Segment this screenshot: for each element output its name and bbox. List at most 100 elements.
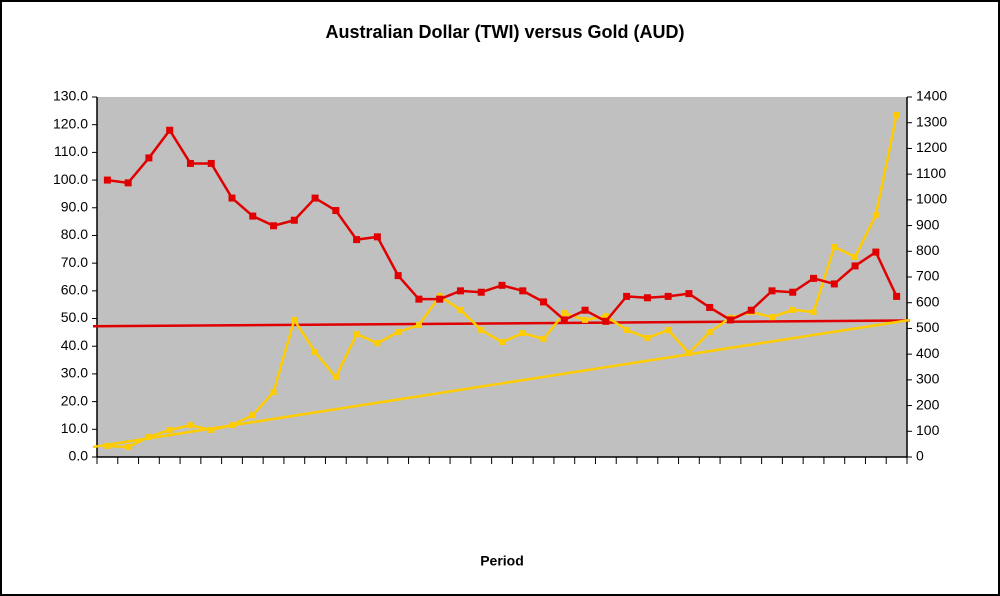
series-marker xyxy=(665,326,672,333)
series-marker xyxy=(644,334,651,341)
y2-tick-label: 800 xyxy=(916,242,940,258)
series-marker xyxy=(187,422,194,429)
series-marker xyxy=(270,222,278,230)
series-marker xyxy=(290,216,298,224)
series-marker xyxy=(726,316,734,324)
y2-tick-label: 1100 xyxy=(916,165,946,181)
y-tick-label: 80.0 xyxy=(61,226,88,242)
y2-tick-label: 1200 xyxy=(916,139,947,155)
series-marker xyxy=(311,194,319,202)
series-marker xyxy=(291,316,298,323)
series-marker xyxy=(228,194,236,202)
series-marker xyxy=(519,330,526,337)
y2-tick-label: 900 xyxy=(916,216,940,232)
series-marker xyxy=(602,317,610,325)
y-tick-label: 40.0 xyxy=(61,337,88,353)
series-marker xyxy=(249,412,256,419)
series-marker xyxy=(103,176,111,184)
series-marker xyxy=(789,288,797,296)
y-tick-label: 50.0 xyxy=(61,309,88,325)
series-marker xyxy=(810,274,818,282)
y-tick-label: 90.0 xyxy=(61,198,88,214)
series-marker xyxy=(581,306,589,314)
series-marker xyxy=(249,212,257,220)
series-marker xyxy=(582,316,589,323)
y2-tick-label: 600 xyxy=(916,293,940,309)
series-marker xyxy=(519,287,527,295)
series-marker xyxy=(208,427,215,433)
series-marker xyxy=(395,329,402,336)
y2-tick-label: 500 xyxy=(916,319,940,335)
series-marker xyxy=(560,316,568,324)
y2-tick-label: 700 xyxy=(916,268,940,284)
series-marker xyxy=(353,331,360,338)
series-marker xyxy=(374,340,381,347)
y-tick-label: 120.0 xyxy=(53,115,88,131)
series-marker xyxy=(830,280,838,288)
series-marker xyxy=(104,442,111,449)
y2-tick-label: 400 xyxy=(916,345,940,361)
series-marker xyxy=(747,306,755,314)
series-marker xyxy=(789,306,796,313)
series-marker xyxy=(851,262,859,270)
series-marker xyxy=(893,112,900,118)
series-marker xyxy=(166,427,173,433)
series-marker xyxy=(186,159,194,167)
series-marker xyxy=(166,126,174,134)
y2-tick-label: 1400 xyxy=(916,88,947,104)
series-marker xyxy=(623,292,631,300)
series-marker xyxy=(685,290,693,298)
y-tick-label: 0.0 xyxy=(69,448,89,464)
series-marker xyxy=(207,159,215,167)
y-tick-label: 100.0 xyxy=(53,171,88,187)
series-marker xyxy=(602,313,609,320)
plot-area xyxy=(97,97,907,457)
series-marker xyxy=(768,287,776,295)
series-marker xyxy=(498,281,506,289)
y2-tick-label: 100 xyxy=(916,422,940,438)
series-marker xyxy=(312,349,319,356)
series-marker xyxy=(706,303,714,311)
series-marker xyxy=(415,322,422,329)
series-marker xyxy=(145,154,153,162)
series-marker xyxy=(643,294,651,302)
series-marker xyxy=(125,443,132,450)
series-marker xyxy=(373,233,381,241)
series-marker xyxy=(561,310,568,316)
chart-title: Australian Dollar (TWI) versus Gold (AUD… xyxy=(325,22,684,42)
y2-tick-label: 0 xyxy=(916,448,924,464)
series-marker xyxy=(415,295,423,303)
series-marker xyxy=(769,314,775,321)
series-marker xyxy=(540,298,548,306)
series-marker xyxy=(124,179,132,187)
trendline xyxy=(92,319,911,328)
series-marker xyxy=(332,207,340,215)
y-tick-label: 10.0 xyxy=(61,420,88,436)
series-marker xyxy=(394,272,402,280)
x-axis-title: Period xyxy=(480,553,524,569)
series-marker xyxy=(270,388,277,395)
y-tick-label: 130.0 xyxy=(53,88,88,104)
series-marker xyxy=(477,288,485,296)
y-tick-label: 20.0 xyxy=(61,392,88,408)
series-marker xyxy=(457,306,464,313)
y2-tick-label: 300 xyxy=(916,371,940,387)
series-marker xyxy=(810,308,817,315)
series-marker xyxy=(229,422,235,429)
series-marker xyxy=(685,350,692,357)
series-marker xyxy=(852,253,859,260)
y-tick-label: 70.0 xyxy=(61,254,88,270)
series-marker xyxy=(540,335,547,342)
series-marker xyxy=(893,292,901,300)
series-marker xyxy=(831,243,838,250)
series-marker xyxy=(353,236,361,244)
y-tick-label: 110.0 xyxy=(54,143,88,159)
y-tick-label: 60.0 xyxy=(61,282,88,298)
series-marker xyxy=(872,248,880,256)
series-marker xyxy=(478,326,485,333)
y2-tick-label: 200 xyxy=(916,396,940,412)
series-marker xyxy=(436,295,444,303)
series-marker xyxy=(456,287,464,295)
y2-tick-label: 1000 xyxy=(916,191,947,207)
